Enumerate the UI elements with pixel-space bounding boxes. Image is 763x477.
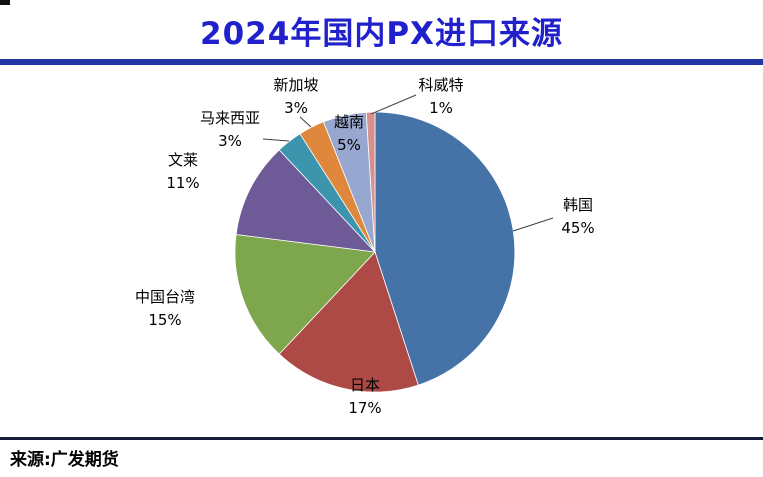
title-divider: [0, 59, 763, 65]
slice-percent: 17%: [348, 399, 381, 417]
slice-label: 越南: [334, 113, 364, 131]
slice-label: 科威特: [418, 76, 463, 94]
chart-header: 2024年国内PX进口来源: [0, 2, 763, 58]
pie-slice: [235, 149, 377, 253]
slice-percent: 1%: [429, 99, 453, 117]
pie-chart: 韩国 45% 日本 17% 中国台湾 15% 文莱 11% 马来西亚 3% 新加坡 3% 越南 5% 科威特…: [0, 70, 763, 435]
source-footer: 来源:广发期货: [10, 445, 119, 470]
source-text: 来源:广发期货: [10, 450, 119, 470]
slice-label: 新加坡: [273, 76, 318, 94]
slice-label: 文莱: [168, 151, 198, 169]
slice-percent: 3%: [218, 132, 242, 150]
slice-percent: 15%: [148, 311, 181, 329]
label-leader-line: [299, 116, 312, 128]
pie-slice: [278, 251, 419, 393]
footer-divider: [0, 437, 763, 440]
slice-percent: 5%: [337, 136, 361, 154]
slice-label: 中国台湾: [135, 288, 195, 306]
slice-percent: 3%: [284, 99, 308, 117]
slice-label: 马来西亚: [200, 109, 260, 127]
slice-percent: 45%: [561, 219, 594, 237]
label-leader-line: [512, 217, 554, 232]
pie-slice: [234, 234, 376, 355]
slice-label: 韩国: [563, 196, 593, 214]
corner-mark: [0, 0, 10, 5]
pie-chart-svg: 韩国 45% 日本 17% 中国台湾 15% 文莱 11% 马来西亚 3% 新加坡 3% 越南 5% 科威特…: [135, 76, 595, 417]
chart-title: 2024年国内PX进口来源: [200, 15, 563, 52]
slice-percent: 11%: [166, 174, 199, 192]
pie-slice: [374, 111, 516, 386]
label-leader-line: [370, 94, 417, 115]
label-leader-line: [262, 138, 290, 142]
slice-label: 日本: [350, 376, 380, 394]
